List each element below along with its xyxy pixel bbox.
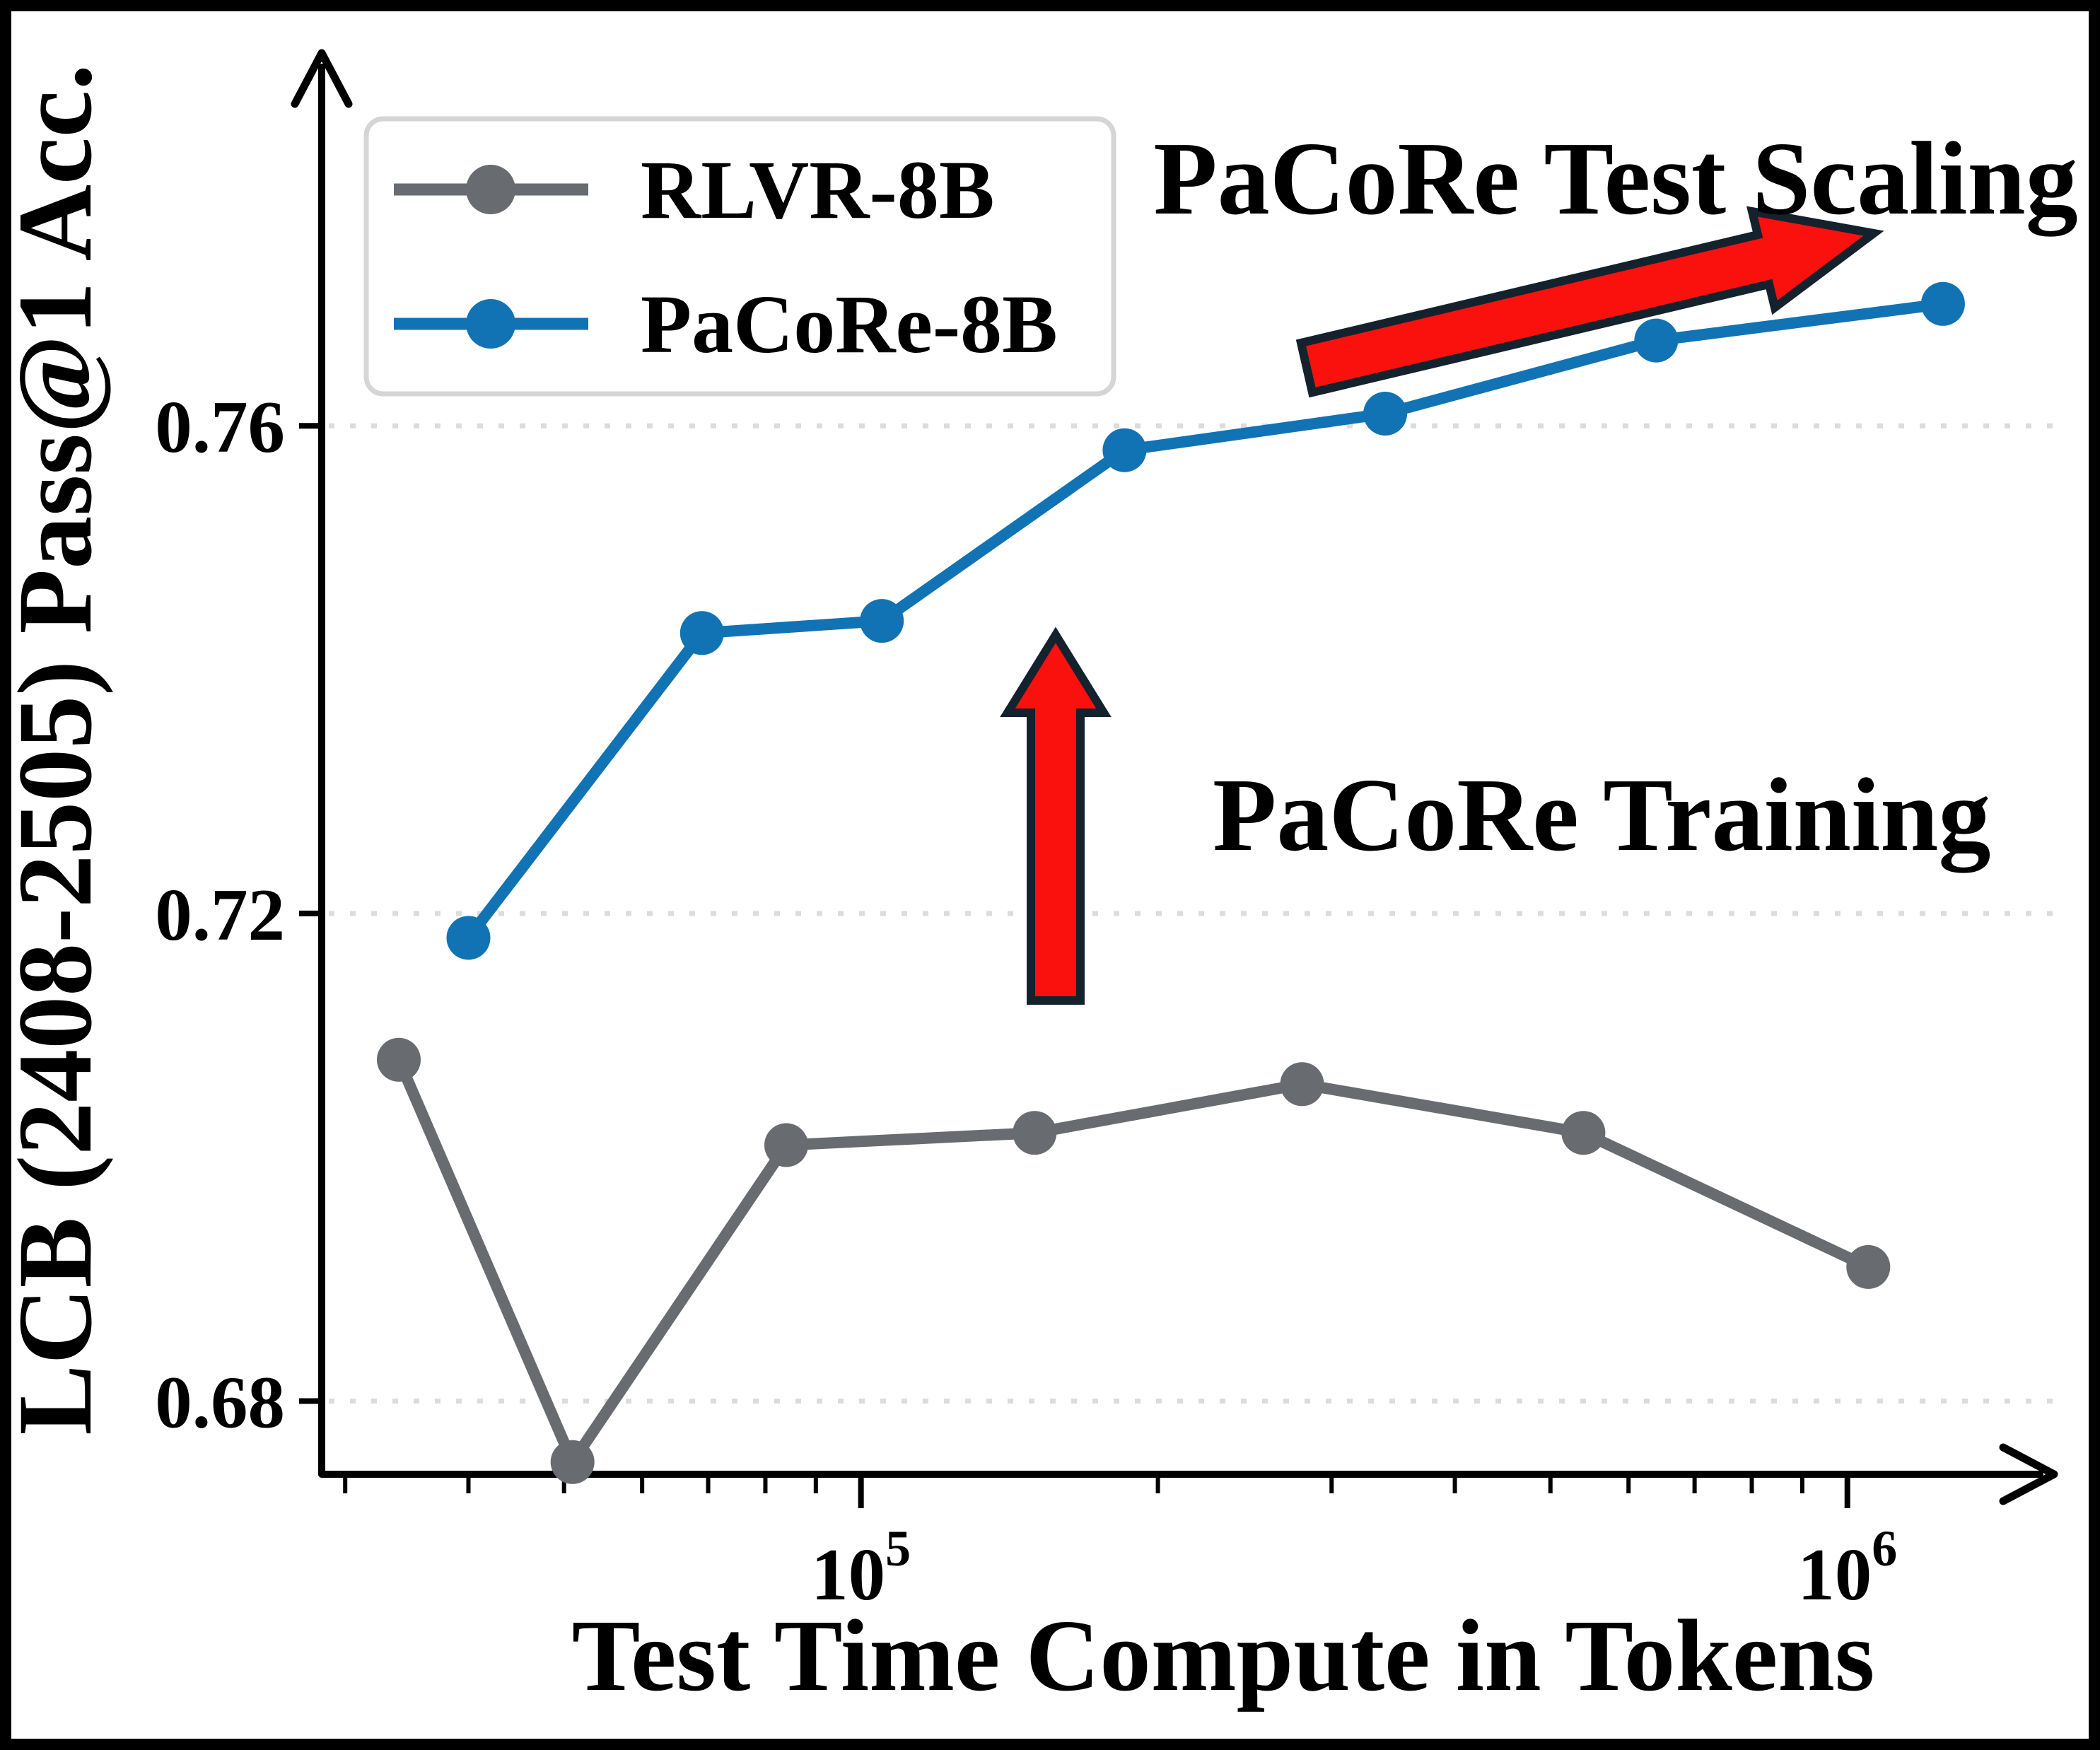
data-point-marker: [860, 599, 904, 643]
axis-tick-labels: 0.68 0.72 0.76 105 106: [155, 385, 1897, 1616]
legend: RLVR-8B PaCoRe-8B: [363, 116, 1116, 397]
training-arrow-icon: [1000, 626, 1112, 1005]
y-tick-label: 0.72: [155, 873, 285, 956]
y-tick-label: 0.68: [155, 1361, 285, 1444]
y-axis-title: LCB (2408-2505) Pass@1 Acc.: [0, 64, 114, 1435]
data-point-marker: [446, 916, 491, 960]
test-scaling-arrow-icon: [1295, 206, 1884, 398]
annotation-training-label: PaCoRe Training: [1213, 757, 1990, 873]
annotation-test-scaling-label: PaCoRe Test Scaling: [1153, 121, 2077, 237]
data-point-marker: [1846, 1244, 1891, 1289]
x-axis-title: Test Time Compute in Tokens: [572, 1599, 1875, 1713]
data-point-marker: [1363, 392, 1408, 436]
x-tick-label: 106: [1797, 1520, 1897, 1616]
data-point-marker: [1013, 1111, 1057, 1155]
legend-swatch-marker-pacore: [466, 299, 515, 349]
data-point-marker: [764, 1123, 808, 1167]
x-tick-label: 105: [811, 1520, 911, 1616]
data-series: [377, 281, 1965, 1484]
y-tick-label: 0.76: [155, 385, 285, 468]
legend-label-pacore: PaCoRe-8B: [641, 278, 1058, 371]
data-point-marker: [377, 1037, 421, 1082]
data-point-marker: [1920, 281, 1965, 326]
data-point-marker: [550, 1440, 595, 1484]
legend-swatch-marker-rlvr: [466, 165, 515, 214]
y-axis-arrow-icon: [291, 49, 353, 108]
legend-label-rlvr: RLVR-8B: [641, 144, 995, 236]
data-point-marker: [1561, 1111, 1606, 1155]
annotation-arrows: [1000, 206, 1884, 1005]
gridlines: [329, 423, 2065, 1404]
data-point-marker: [1280, 1062, 1324, 1107]
axis-ticks: [299, 423, 1850, 1508]
data-point-marker: [1634, 318, 1679, 363]
data-point-marker: [679, 611, 724, 655]
data-point-marker: [1102, 428, 1147, 472]
x-axis-arrow-icon: [1999, 1443, 2058, 1505]
